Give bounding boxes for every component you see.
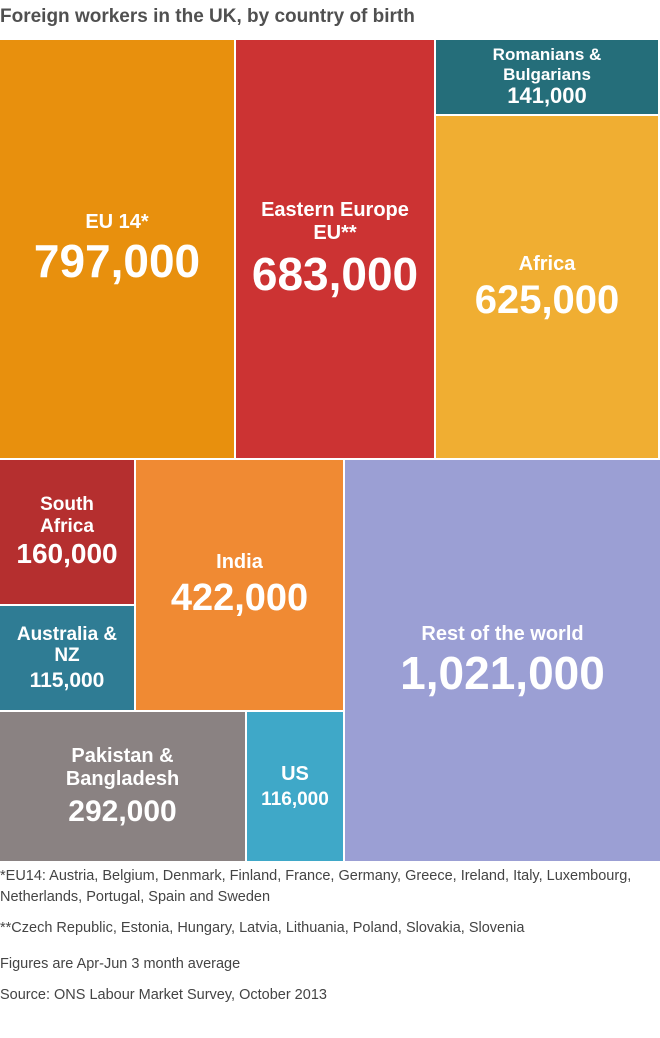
tile-label: Australia & NZ bbox=[16, 623, 118, 667]
tile-value: 422,000 bbox=[170, 576, 309, 619]
tile-label: India bbox=[216, 550, 263, 573]
tile-label: South Africa bbox=[40, 493, 94, 537]
tile-rest-of-world: Rest of the world 1,021,000 bbox=[345, 460, 660, 861]
footnote-source: Source: ONS Labour Market Survey, Octobe… bbox=[0, 987, 327, 1003]
tile-value: 116,000 bbox=[261, 788, 329, 810]
tile-value: 625,000 bbox=[474, 277, 620, 322]
chart-title: Foreign workers in the UK, by country of… bbox=[0, 6, 415, 27]
tile-africa: Africa 625,000 bbox=[436, 116, 660, 460]
tile-label: Africa bbox=[518, 252, 576, 275]
tile-label: US bbox=[281, 762, 309, 785]
tile-south-africa: South Africa 160,000 bbox=[0, 460, 136, 606]
footnote-eastern-europe: **Czech Republic, Estonia, Hungary, Latv… bbox=[0, 920, 525, 936]
tile-eastern-europe: Eastern Europe EU** 683,000 bbox=[236, 40, 436, 460]
tile-australia-nz: Australia & NZ 115,000 bbox=[0, 606, 136, 712]
tile-romanians-bulgarians: Romanians & Bulgarians 141,000 bbox=[436, 40, 660, 116]
tile-value: 1,021,000 bbox=[400, 646, 605, 699]
tile-value: 683,000 bbox=[251, 247, 419, 300]
footnote-eu14: *EU14: Austria, Belgium, Denmark, Finlan… bbox=[0, 868, 632, 905]
tile-value: 797,000 bbox=[33, 235, 201, 288]
tile-label: Rest of the world bbox=[421, 622, 584, 645]
tile-value: 115,000 bbox=[29, 669, 105, 693]
tile-value: 292,000 bbox=[68, 795, 177, 828]
tile-value: 141,000 bbox=[507, 83, 587, 109]
tile-eu14: EU 14* 797,000 bbox=[0, 40, 236, 460]
tile-label: Pakistan & Bangladesh bbox=[65, 745, 180, 790]
tile-label: Romanians & Bulgarians bbox=[492, 45, 602, 84]
treemap: EU 14* 797,000 Eastern Europe EU** 683,0… bbox=[0, 40, 660, 861]
tile-us: US 116,000 bbox=[247, 712, 345, 861]
tile-label: Eastern Europe EU** bbox=[261, 198, 409, 244]
tile-label: EU 14* bbox=[85, 211, 149, 234]
tile-pakistan-bangladesh: Pakistan & Bangladesh 292,000 bbox=[0, 712, 247, 861]
tile-value: 160,000 bbox=[16, 538, 118, 570]
footnote-figures: Figures are Apr-Jun 3 month average bbox=[0, 956, 241, 972]
tile-india: India 422,000 bbox=[136, 460, 345, 712]
